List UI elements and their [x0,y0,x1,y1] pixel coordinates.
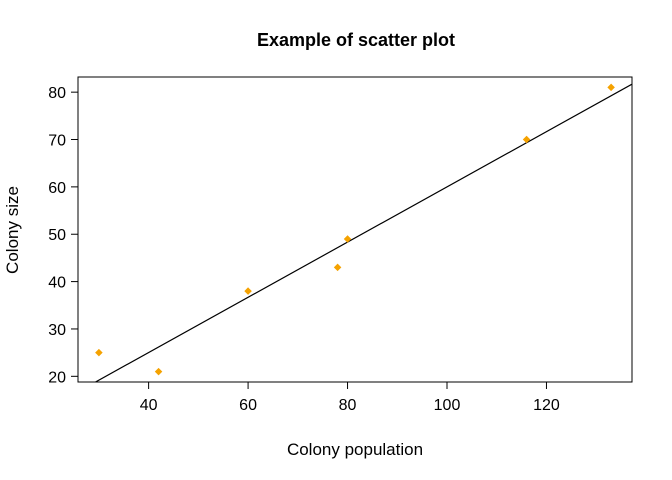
plot-frame [77,76,633,383]
y-axis-label: Colony size [3,186,22,274]
plot-area: 40 60 80 100 120 20 30 40 50 60 70 80 [48,76,633,414]
x-tick-label: 100 [434,397,461,414]
x-tick-label: 60 [239,397,257,414]
regression-line [94,83,632,382]
data-point [95,348,103,357]
y-tick-label: 40 [48,275,66,292]
x-tick-label: 40 [140,397,158,414]
y-tick-label: 50 [48,227,66,244]
x-tick-label: 80 [339,397,357,414]
data-point [607,83,615,92]
data-point [333,263,342,272]
x-axis-label: Colony population [287,440,423,459]
data-point [343,235,352,243]
y-tick-label: 20 [48,369,66,386]
chart-title: Example of scatter plot [257,30,455,50]
y-tick-label: 70 [48,133,66,150]
data-point [244,287,252,295]
data-point [154,367,163,376]
x-tick-label: 120 [533,397,560,414]
y-tick-label: 30 [48,322,66,339]
y-tick-label: 60 [48,180,66,197]
y-tick-label: 80 [48,85,66,102]
data-point [522,135,531,144]
